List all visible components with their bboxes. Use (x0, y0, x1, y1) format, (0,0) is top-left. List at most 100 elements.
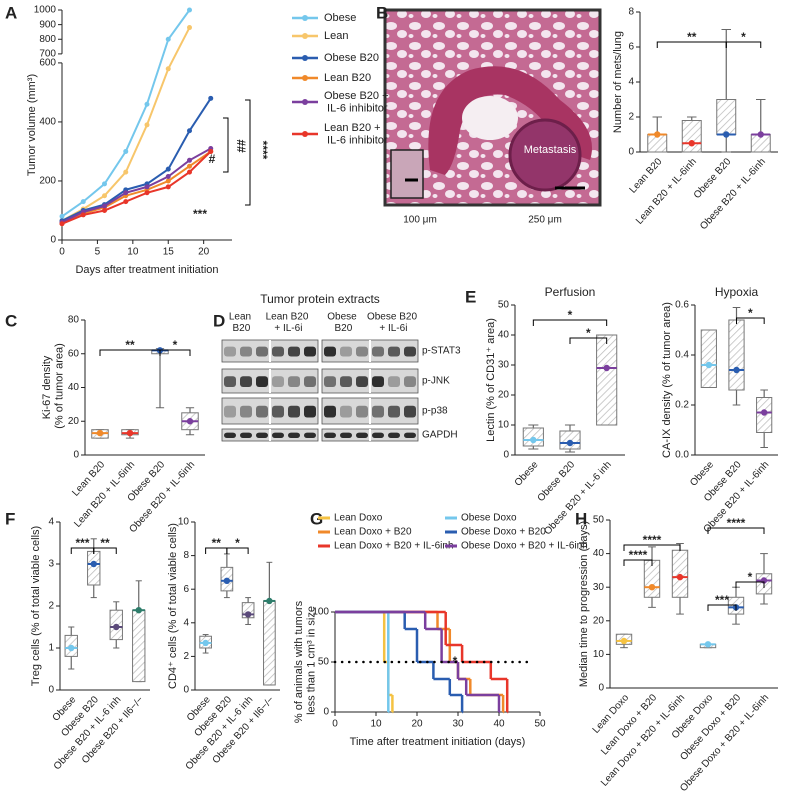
y-tick-label: 1000 (34, 5, 57, 16)
box (716, 99, 737, 135)
significance-label: * (453, 654, 458, 668)
text-line: less than 1 cm³ in size (306, 606, 318, 718)
blot-band (240, 405, 252, 418)
data-point (165, 174, 171, 180)
significance-label: * (173, 338, 178, 352)
y-tick-label: 0.4 (675, 350, 689, 361)
data-point (144, 190, 150, 196)
data-point (208, 148, 214, 154)
significance-bracket (226, 547, 249, 554)
y-tick-label: 4 (48, 517, 54, 528)
significance-label: * (568, 308, 573, 322)
chart-title: Hypoxia (715, 285, 759, 299)
x-axis-label: Time after treatment initiation (days) (350, 736, 526, 748)
panel-letter: D (213, 311, 225, 330)
blot-band (372, 405, 384, 418)
legend-marker (302, 131, 308, 137)
y-tick-label: 0 (48, 685, 54, 696)
x-tick-label: 5 (95, 247, 101, 258)
significance-bracket (735, 581, 765, 588)
box (596, 334, 618, 426)
legend-label: Obese B20 + IL-6 inhibitor (324, 90, 389, 115)
significance-bracket (623, 559, 653, 566)
legend-label: Lean B20 (324, 72, 371, 84)
blot-band (324, 405, 336, 418)
y-tick-label: 0 (503, 450, 509, 461)
legend-marker (302, 55, 308, 61)
median-marker (733, 366, 740, 374)
panel-letter: H (575, 509, 587, 528)
y-tick-label: 0 (628, 147, 634, 158)
y-tick-label: 50 (498, 300, 510, 311)
y-tick-label: 2 (183, 651, 189, 662)
box (700, 329, 717, 388)
median-marker (620, 637, 628, 645)
significance-bracket (159, 349, 191, 356)
blot-band (240, 376, 252, 387)
blot-band (340, 376, 352, 387)
image-label: Metastasis (524, 144, 577, 156)
significance-label: * (235, 536, 240, 550)
data-point (187, 169, 192, 175)
median-marker (96, 429, 104, 437)
significance-label: **** (727, 516, 746, 530)
blot-band (324, 432, 336, 438)
y-tick-label: 6 (183, 584, 189, 595)
y-tick-label: 10 (178, 517, 190, 528)
x-tick-label: 0 (332, 719, 338, 730)
y-axis-label: CA-IX density (% of tumor area) (661, 302, 673, 458)
y-tick-label: 400 (39, 117, 56, 128)
significance-label: *** (193, 207, 207, 221)
median-marker (90, 560, 97, 568)
significance-bracket (532, 319, 608, 326)
series-line (61, 150, 212, 225)
significance-bracket (707, 604, 737, 611)
significance-bracket (725, 41, 762, 48)
median-marker (705, 361, 713, 369)
median-marker (126, 429, 134, 437)
data-point (144, 101, 150, 107)
significance-bracket (569, 337, 608, 344)
legend-label: Obese B20 (324, 52, 379, 64)
x-tick-label: 50 (534, 719, 546, 730)
y-tick-label: 0 (73, 450, 79, 461)
y-axis-label: Number of mets/lung (612, 31, 624, 133)
box (728, 319, 745, 391)
metastasis (508, 118, 582, 192)
blot-band (340, 432, 352, 438)
scale-label: 250 μm (528, 215, 562, 226)
data-point (165, 36, 171, 42)
box (263, 600, 276, 686)
inset (390, 149, 424, 199)
significance-bracket (245, 99, 251, 206)
text-line: IL-6 inhibitor (324, 135, 388, 147)
median-marker (266, 597, 273, 605)
blot-band (356, 346, 368, 357)
data-point (123, 199, 129, 205)
median-marker (186, 418, 194, 425)
x-tick-label: 20 (198, 247, 210, 258)
protein-label: p-JNK (422, 376, 450, 387)
data-point (102, 207, 107, 213)
blot-band (324, 346, 336, 357)
lane-label: Obese B20 + IL-6i (367, 311, 417, 334)
legend-label: Lean Doxo + B20 (334, 527, 412, 538)
blot-band (340, 405, 352, 418)
blot-band (288, 346, 300, 357)
significance-label: *** (715, 593, 729, 607)
blot-band (224, 346, 236, 357)
significance-bracket (93, 547, 117, 554)
significance-label: *** (75, 536, 89, 550)
significance-bracket (623, 544, 681, 551)
y-axis-label: Ki-67 density (% of tumor area) (41, 343, 66, 432)
y-tick-label: 30 (498, 360, 510, 371)
y-tick-label: 1 (48, 643, 54, 654)
y-tick-label: 8 (628, 7, 634, 18)
box (132, 609, 146, 683)
data-point (165, 184, 171, 190)
y-tick-label: 40 (593, 548, 605, 559)
median-marker (113, 623, 120, 631)
blot-title: Tumor protein extracts (260, 292, 380, 306)
median-marker (760, 409, 768, 416)
